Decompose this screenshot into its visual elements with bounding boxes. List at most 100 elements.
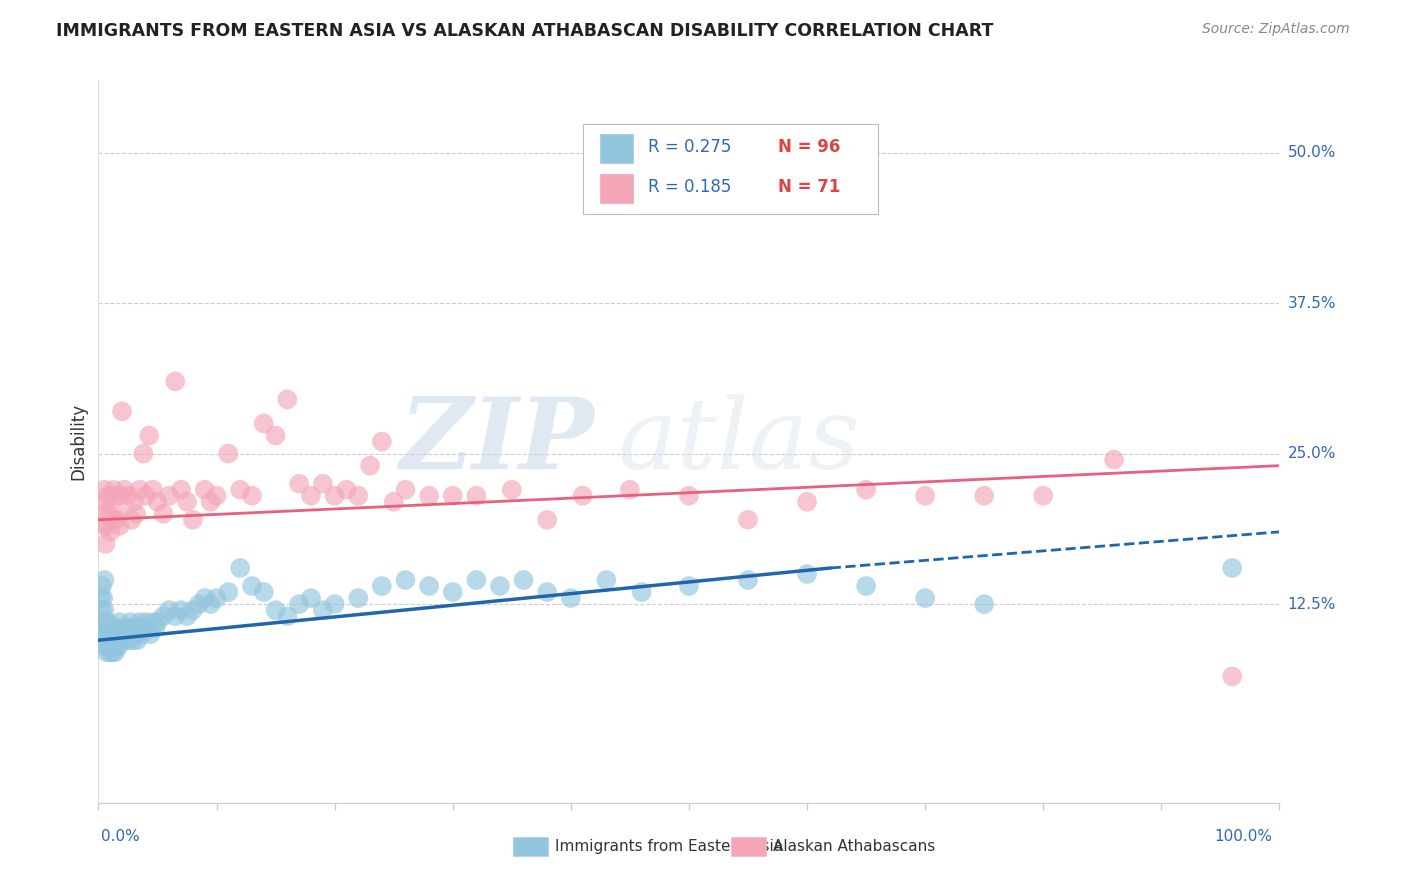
- Point: [98, 645, 121, 659]
- Point: [1220, 561, 1243, 575]
- Point: [132, 446, 155, 460]
- Point: [187, 597, 209, 611]
- Point: [101, 513, 124, 527]
- Point: [465, 489, 488, 503]
- Point: [91, 591, 114, 606]
- Text: atlas: atlas: [619, 394, 860, 489]
- Point: [139, 627, 162, 641]
- Point: [914, 489, 936, 503]
- Point: [101, 633, 124, 648]
- Point: [142, 483, 165, 497]
- Point: [107, 507, 129, 521]
- Point: [465, 573, 488, 587]
- Point: [501, 483, 523, 497]
- Point: [122, 494, 145, 508]
- Point: [973, 597, 995, 611]
- Text: 37.5%: 37.5%: [1288, 295, 1336, 310]
- Text: N = 96: N = 96: [778, 138, 839, 156]
- Point: [128, 615, 150, 630]
- Point: [441, 585, 464, 599]
- Point: [94, 639, 117, 653]
- Point: [91, 603, 114, 617]
- Point: [112, 483, 135, 497]
- Point: [107, 627, 129, 641]
- Point: [170, 483, 193, 497]
- Point: [176, 609, 198, 624]
- Point: [253, 417, 276, 431]
- Point: [229, 483, 252, 497]
- Point: [91, 507, 114, 521]
- Point: [170, 603, 193, 617]
- Point: [347, 489, 370, 503]
- Point: [125, 507, 148, 521]
- Point: [165, 375, 187, 389]
- Point: [114, 621, 136, 635]
- Point: [143, 621, 166, 635]
- Text: 100.0%: 100.0%: [1215, 830, 1272, 844]
- Text: Alaskan Athabascans: Alaskan Athabascans: [773, 839, 935, 854]
- Point: [855, 483, 877, 497]
- Point: [121, 513, 143, 527]
- Point: [323, 489, 346, 503]
- Point: [90, 591, 112, 606]
- Point: [136, 621, 159, 635]
- Point: [97, 615, 120, 630]
- Point: [108, 615, 131, 630]
- Text: N = 71: N = 71: [778, 178, 839, 196]
- Point: [371, 434, 394, 449]
- Point: [217, 446, 239, 460]
- Point: [135, 615, 157, 630]
- Point: [108, 519, 131, 533]
- FancyBboxPatch shape: [600, 174, 634, 203]
- Point: [111, 621, 134, 635]
- Point: [394, 483, 416, 497]
- Point: [152, 507, 174, 521]
- Point: [105, 513, 128, 527]
- Point: [110, 627, 132, 641]
- Point: [94, 494, 117, 508]
- Point: [176, 494, 198, 508]
- Point: [111, 633, 134, 648]
- Point: [181, 603, 204, 617]
- Point: [112, 633, 135, 648]
- Point: [299, 489, 322, 503]
- Point: [288, 476, 311, 491]
- Point: [418, 579, 440, 593]
- Point: [157, 603, 180, 617]
- Point: [200, 597, 222, 611]
- Point: [112, 627, 135, 641]
- Point: [312, 476, 335, 491]
- Text: R = 0.185: R = 0.185: [648, 178, 731, 196]
- Point: [146, 615, 169, 630]
- Point: [264, 603, 287, 617]
- Point: [117, 633, 139, 648]
- Text: Source: ZipAtlas.com: Source: ZipAtlas.com: [1202, 22, 1350, 37]
- Point: [121, 627, 143, 641]
- Text: Immigrants from Eastern Asia: Immigrants from Eastern Asia: [555, 839, 783, 854]
- Point: [98, 507, 121, 521]
- Point: [1102, 452, 1125, 467]
- Point: [93, 603, 115, 617]
- Point: [146, 494, 169, 508]
- Point: [100, 627, 122, 641]
- Point: [132, 621, 155, 635]
- Point: [127, 633, 149, 648]
- Point: [194, 591, 217, 606]
- Point: [619, 483, 641, 497]
- Point: [737, 513, 759, 527]
- Point: [276, 392, 298, 407]
- Point: [157, 489, 180, 503]
- Point: [1220, 669, 1243, 683]
- Text: ZIP: ZIP: [399, 393, 595, 490]
- Point: [101, 645, 124, 659]
- Point: [1032, 489, 1054, 503]
- Point: [512, 573, 534, 587]
- Point: [115, 627, 138, 641]
- Point: [229, 561, 252, 575]
- Point: [312, 603, 335, 617]
- FancyBboxPatch shape: [582, 124, 877, 214]
- Point: [371, 579, 394, 593]
- Text: 50.0%: 50.0%: [1288, 145, 1336, 160]
- Point: [630, 585, 652, 599]
- Point: [135, 489, 157, 503]
